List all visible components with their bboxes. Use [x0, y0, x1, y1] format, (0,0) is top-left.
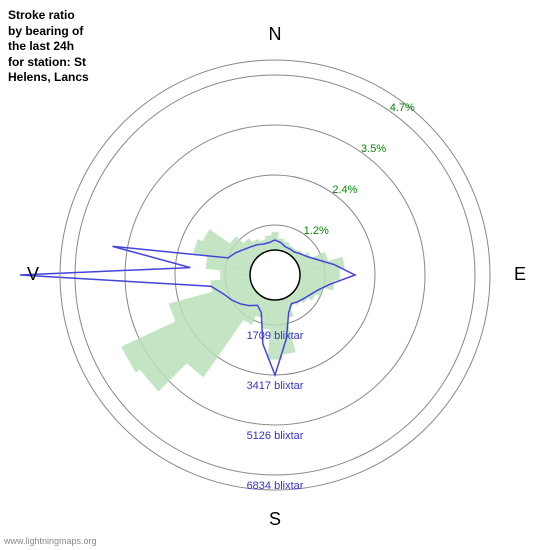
count-ring-label: 1709 blixtar [247, 330, 304, 342]
count-ring-label: 3417 blixtar [247, 380, 304, 392]
pct-ring-label: 4.7% [390, 102, 415, 114]
cardinal-label: N [269, 24, 282, 44]
count-ring-label: 6834 blixtar [247, 480, 304, 492]
polar-chart: 1.2% 1709 blixtar 2.4% 3417 blixtar 3.5% 5126… [0, 0, 550, 550]
count-ring-label: 5126 blixtar [247, 430, 304, 442]
cardinal-label: E [514, 264, 526, 284]
cardinal-label: S [269, 509, 281, 529]
pct-ring-label: 2.4% [332, 184, 357, 196]
pct-ring-label: 3.5% [361, 143, 386, 155]
pct-ring-label: 1.2% [304, 225, 329, 237]
cardinal-label: V [27, 264, 39, 284]
